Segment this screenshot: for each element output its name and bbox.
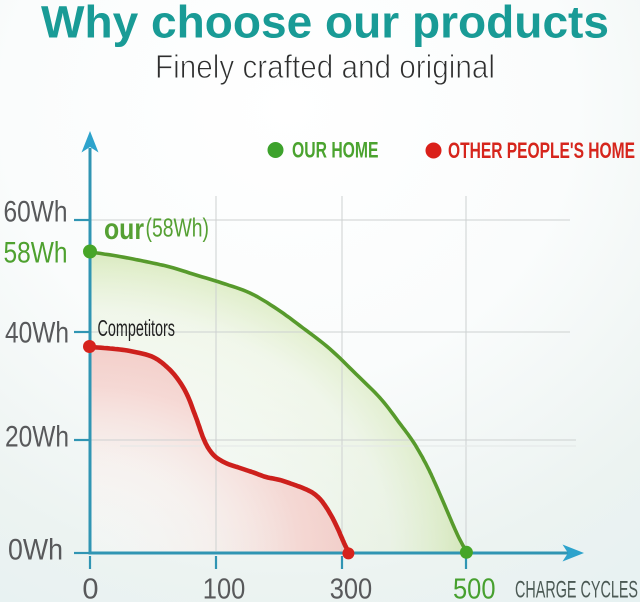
svg-text:CHARGE CYCLES: CHARGE CYCLES bbox=[515, 577, 638, 602]
svg-text:Competitors: Competitors bbox=[98, 315, 176, 341]
svg-text:40Wh: 40Wh bbox=[5, 317, 69, 350]
svg-text:Finely crafted and original: Finely crafted and original bbox=[155, 48, 495, 85]
svg-text:OTHER PEOPLE'S HOME: OTHER PEOPLE'S HOME bbox=[448, 138, 635, 163]
svg-text:0Wh: 0Wh bbox=[8, 534, 63, 567]
svg-text:58Wh: 58Wh bbox=[4, 237, 68, 270]
svg-text:OUR HOME: OUR HOME bbox=[292, 138, 379, 163]
svg-text:Why choose our products: Why choose our products bbox=[41, 0, 609, 48]
svg-text:100: 100 bbox=[203, 574, 246, 602]
svg-text:20Wh: 20Wh bbox=[5, 421, 69, 454]
svg-text:our: our bbox=[104, 213, 144, 246]
svg-text:500: 500 bbox=[453, 574, 496, 602]
svg-text:0: 0 bbox=[82, 574, 98, 602]
svg-text:(58Wh): (58Wh) bbox=[146, 213, 210, 243]
svg-text:300: 300 bbox=[330, 574, 373, 602]
svg-text:60Wh: 60Wh bbox=[4, 196, 68, 229]
